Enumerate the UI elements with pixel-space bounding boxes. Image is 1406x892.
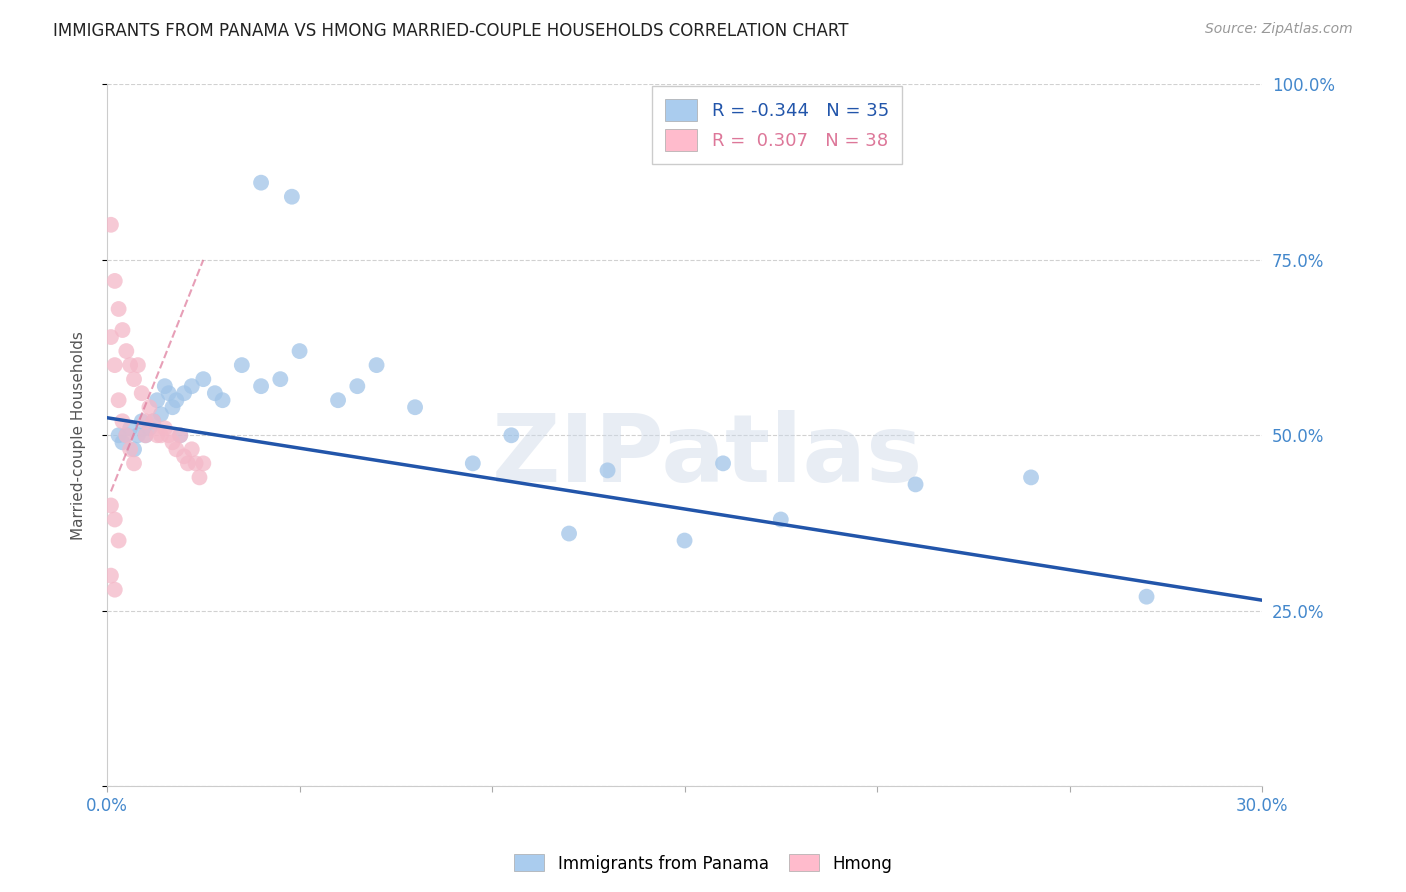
Point xyxy=(501,428,523,442)
Point xyxy=(204,386,226,401)
Point xyxy=(138,401,160,415)
Point xyxy=(149,407,172,421)
Point xyxy=(120,442,142,457)
Point xyxy=(269,372,291,386)
Point xyxy=(107,428,129,442)
Point xyxy=(111,414,134,428)
Point xyxy=(461,456,484,470)
Point xyxy=(100,499,122,513)
Point xyxy=(135,414,157,428)
Legend: R = -0.344   N = 35, R =  0.307   N = 38: R = -0.344 N = 35, R = 0.307 N = 38 xyxy=(652,87,901,164)
Point xyxy=(104,358,127,372)
Point xyxy=(115,428,138,442)
Point xyxy=(711,456,734,470)
Point xyxy=(111,323,134,337)
Point xyxy=(122,456,145,470)
Point xyxy=(162,435,184,450)
Point xyxy=(100,218,122,232)
Point xyxy=(100,330,122,344)
Point xyxy=(281,190,304,204)
Point xyxy=(250,176,273,190)
Point xyxy=(180,442,202,457)
Point xyxy=(184,456,207,470)
Point xyxy=(165,393,187,408)
Point xyxy=(231,358,253,372)
Point xyxy=(180,379,202,393)
Text: Source: ZipAtlas.com: Source: ZipAtlas.com xyxy=(1205,22,1353,37)
Point xyxy=(169,428,191,442)
Legend: Immigrants from Panama, Hmong: Immigrants from Panama, Hmong xyxy=(508,847,898,880)
Point xyxy=(288,344,311,359)
Point xyxy=(107,393,129,408)
Point xyxy=(131,414,153,428)
Point xyxy=(120,358,142,372)
Point xyxy=(346,379,368,393)
Point xyxy=(193,372,215,386)
Point xyxy=(404,401,426,415)
Point xyxy=(104,582,127,597)
Point xyxy=(104,512,127,526)
Point xyxy=(127,428,149,442)
Text: IMMIGRANTS FROM PANAMA VS HMONG MARRIED-COUPLE HOUSEHOLDS CORRELATION CHART: IMMIGRANTS FROM PANAMA VS HMONG MARRIED-… xyxy=(53,22,849,40)
Point xyxy=(104,274,127,288)
Point xyxy=(673,533,696,548)
Point xyxy=(157,386,180,401)
Point xyxy=(904,477,927,491)
Point xyxy=(146,428,169,442)
Point xyxy=(173,386,195,401)
Text: ZIPatlas: ZIPatlas xyxy=(492,410,924,502)
Point xyxy=(142,414,165,428)
Point xyxy=(100,568,122,582)
Point xyxy=(326,393,349,408)
Point xyxy=(149,428,172,442)
Point xyxy=(1135,590,1157,604)
Point xyxy=(127,358,149,372)
Point xyxy=(596,463,619,477)
Point xyxy=(558,526,581,541)
Point xyxy=(188,470,211,484)
Point xyxy=(177,456,200,470)
Point xyxy=(1019,470,1042,484)
Point xyxy=(122,372,145,386)
Point xyxy=(111,435,134,450)
Y-axis label: Married-couple Households: Married-couple Households xyxy=(72,331,86,540)
Point xyxy=(115,344,138,359)
Point xyxy=(162,401,184,415)
Point xyxy=(146,393,169,408)
Point xyxy=(120,421,142,435)
Point xyxy=(366,358,388,372)
Point xyxy=(107,533,129,548)
Point xyxy=(169,428,191,442)
Point xyxy=(769,512,792,526)
Point xyxy=(193,456,215,470)
Point xyxy=(115,428,138,442)
Point xyxy=(153,379,176,393)
Point xyxy=(107,301,129,316)
Point xyxy=(173,450,195,464)
Point xyxy=(135,428,157,442)
Point xyxy=(165,442,187,457)
Point xyxy=(211,393,233,408)
Point xyxy=(250,379,273,393)
Point xyxy=(122,442,145,457)
Point xyxy=(138,421,160,435)
Point xyxy=(142,414,165,428)
Point xyxy=(157,428,180,442)
Point xyxy=(135,428,157,442)
Point xyxy=(153,421,176,435)
Point xyxy=(131,386,153,401)
